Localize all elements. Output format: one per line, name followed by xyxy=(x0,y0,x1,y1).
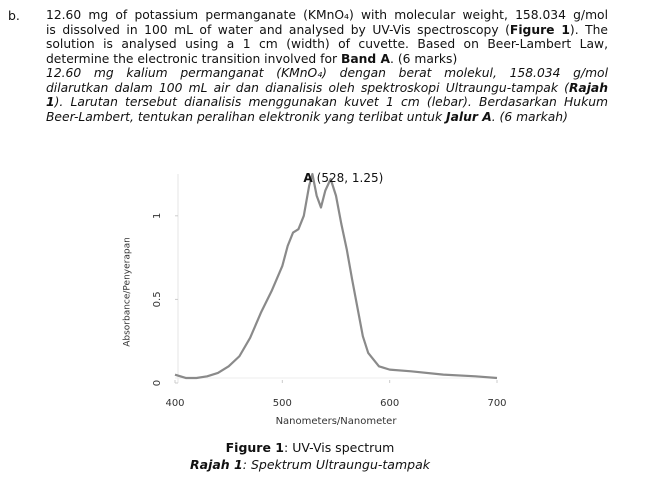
y-axis-label: Absorbance/Penyerapan xyxy=(123,237,133,347)
text-line: 12.60 mg of potassium permanganate (KMnO… xyxy=(46,8,608,23)
text-run: Beer-Lambert, tentukan peralihan elektro… xyxy=(46,109,447,124)
question-label: b. xyxy=(8,8,20,23)
text-run: Rajah 1 xyxy=(190,457,243,472)
text-run: Figure 1 xyxy=(509,22,570,37)
text-run: ). Larutan tersebut dianalisis menggunak… xyxy=(54,95,608,110)
text-run: 12.60 mg of potassium permanganate (KMnO… xyxy=(46,8,608,22)
annotation-text: (528, 1.25) xyxy=(317,171,384,185)
question-malay: 12.60 mg kalium permanganat (KMnO₄) deng… xyxy=(46,66,608,124)
text-run: dilarutkan dalam 100 mL air dan dianalis… xyxy=(46,80,569,95)
x-axis-label: Nanometers/Nanometer xyxy=(276,416,398,427)
text-run: Jalur A xyxy=(446,109,492,124)
caption-english: Figure 1: UV-Vis spectrum xyxy=(0,440,620,455)
text-run: determine the electronic transition invo… xyxy=(46,51,341,66)
caption-malay: Rajah 1: Spektrum Ultraungu-tampak xyxy=(0,457,620,472)
text-run: : UV-Vis spectrum xyxy=(284,440,395,455)
y-tick-label: 1 xyxy=(152,213,163,219)
x-tick-label: 400 xyxy=(165,398,184,409)
x-tick-label: 700 xyxy=(487,398,506,409)
text-run: . (6 markah) xyxy=(491,109,568,124)
x-tick-label: 500 xyxy=(273,398,292,409)
text-line: 1). Larutan tersebut dianalisis mengguna… xyxy=(46,95,608,110)
text-run: . (6 marks) xyxy=(390,51,458,66)
text-run: ). The xyxy=(569,22,608,37)
text-line: determine the electronic transition invo… xyxy=(46,52,608,67)
x-tick-label: 600 xyxy=(380,398,399,409)
text-line: Beer-Lambert, tentukan peralihan elektro… xyxy=(46,110,608,125)
spectrum-line xyxy=(174,172,498,380)
text-run: Figure 1 xyxy=(225,440,285,455)
text-run: : Spektrum Ultraungu-tampak xyxy=(242,457,430,472)
text-run: 1 xyxy=(46,95,55,110)
annotation-label: A xyxy=(303,171,313,185)
text-run: Band A xyxy=(340,51,390,66)
text-line: is dissolved in 100 mL of water and anal… xyxy=(46,23,608,38)
text-run: Rajah xyxy=(568,80,608,95)
text-run: is dissolved in 100 mL of water and anal… xyxy=(46,22,510,37)
annotation: A (528, 1.25) xyxy=(303,171,383,185)
text-line: dilarutkan dalam 100 mL air dan dianalis… xyxy=(46,81,608,96)
text-line: solution is analysed using a 1 cm (width… xyxy=(46,37,608,52)
text-run: solution is analysed using a 1 cm (width… xyxy=(46,37,608,52)
y-tick-label: 0 xyxy=(152,380,163,386)
question-english: 12.60 mg of potassium permanganate (KMnO… xyxy=(46,8,608,66)
text-run: 12.60 mg kalium permanganat (KMnO₄) deng… xyxy=(46,66,608,80)
y-tick-label: 0.5 xyxy=(152,291,163,307)
text-line: 12.60 mg kalium permanganat (KMnO₄) deng… xyxy=(46,66,608,81)
